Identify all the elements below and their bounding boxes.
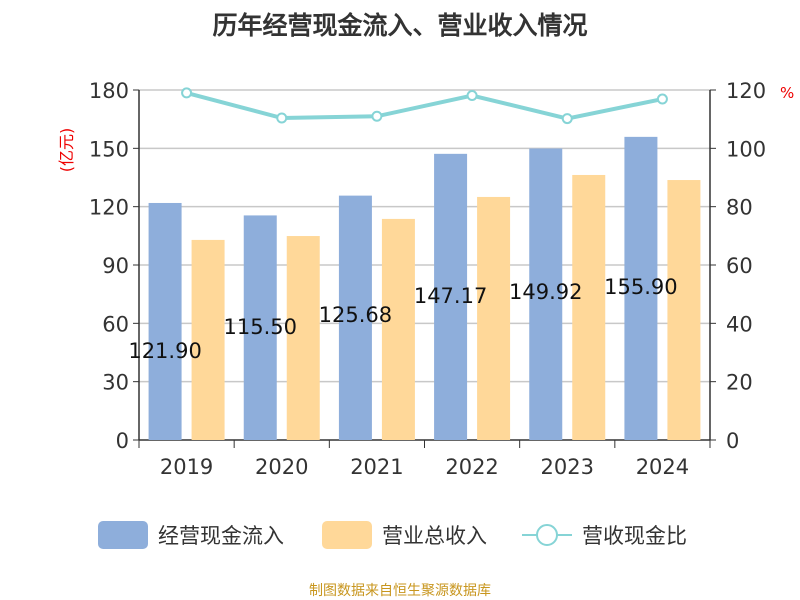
y2-axis-label: % [780,84,794,102]
x-tick-label: 2022 [445,455,498,479]
legend-swatch-cash-inflow [98,521,148,549]
y-tick-label: 120 [89,196,129,220]
data-label: 155.90 [604,275,677,299]
y-axis-label: (亿元) [57,128,76,173]
y2-tick-label: 0 [726,429,739,453]
legend-marker-ratio [536,524,558,546]
x-tick-label: 2023 [541,455,594,479]
bar-cash-inflow [624,136,658,440]
data-label: 149.92 [509,280,582,304]
x-tick-label: 2019 [160,455,213,479]
y-tick-label: 60 [102,312,129,336]
y2-tick-label: 100 [726,137,766,161]
legend-label: 营业总收入 [382,524,487,548]
y-tick-label: 180 [89,79,129,103]
y2-tick-label: 120 [726,79,766,103]
chart-title: 历年经营现金流入、营业收入情况 [212,11,588,40]
legend-label: 营收现金比 [582,524,687,548]
bar-cash-inflow [529,148,563,440]
line-point [656,93,668,105]
bar-revenue [667,180,701,440]
data-label: 121.90 [128,339,201,363]
y-tick-label: 0 [116,429,129,453]
line-point [466,90,478,102]
bar-revenue [477,196,511,440]
y2-tick-label: 40 [726,312,753,336]
y-tick-label: 30 [102,371,129,395]
bar-cash-inflow [243,215,277,440]
line-point [181,87,193,99]
line-cash-ratio [186,90,663,121]
legend-swatch-revenue [322,521,372,549]
line-point [561,113,573,125]
x-tick-label: 2021 [350,455,403,479]
bar-revenue [572,174,606,440]
bar-cash-inflow [148,202,182,440]
data-label: 115.50 [224,315,297,339]
legend-label: 经营现金流入 [158,524,284,548]
data-label: 125.68 [319,303,392,327]
y2-tick-label: 80 [726,196,753,220]
y2-tick-label: 20 [726,371,753,395]
y2-tick-label: 60 [726,254,753,278]
data-label: 147.17 [414,284,487,308]
x-tick-label: 2020 [255,455,308,479]
y-tick-label: 90 [102,254,129,278]
line-point [371,110,383,122]
bar-cash-inflow [434,153,468,440]
y-tick-label: 150 [89,137,129,161]
line-point [276,112,288,124]
bar-revenue [191,239,225,440]
bar-revenue [286,236,320,440]
bar-cash-inflow [338,195,372,440]
bar-revenue [381,218,415,440]
source-note: 制图数据来自恒生聚源数据库 [309,583,491,599]
x-tick-label: 2024 [636,455,689,479]
